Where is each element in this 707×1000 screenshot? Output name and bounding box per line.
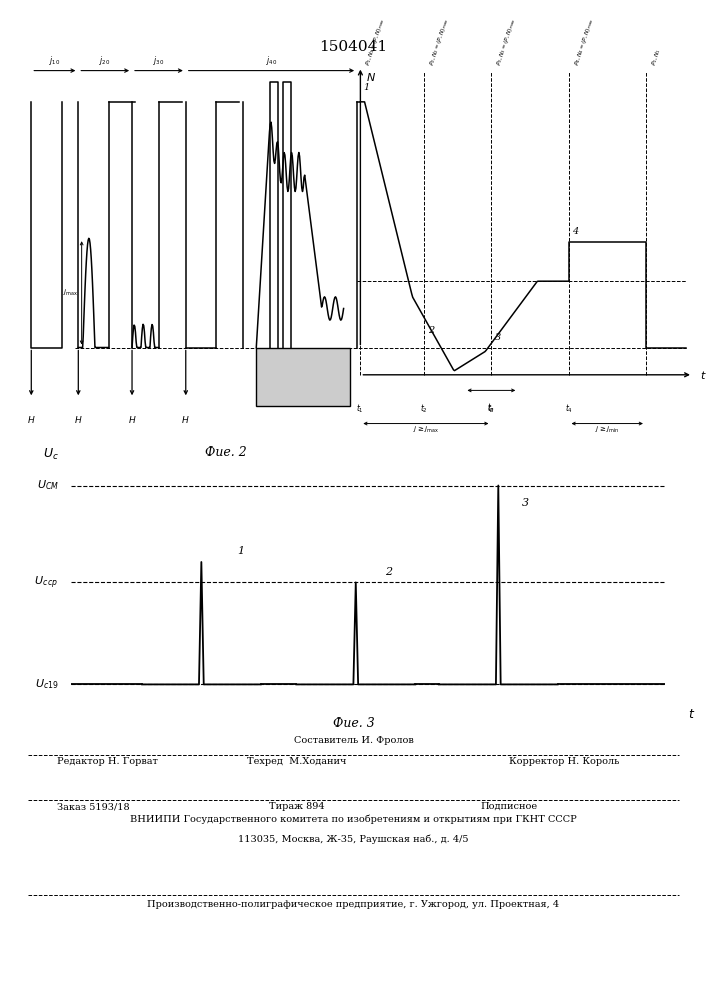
- Text: $P_2,N_2{=}(P,N)_{\rm max}$: $P_2,N_2{=}(P,N)_{\rm max}$: [428, 16, 452, 67]
- Text: $t_3$: $t_3$: [487, 402, 496, 415]
- Text: $P_3,N_3{=}(P,N)_{\rm max}$: $P_3,N_3{=}(P,N)_{\rm max}$: [495, 16, 519, 67]
- Text: $j_{40}$: $j_{40}$: [266, 54, 277, 67]
- Text: $P_4,N_4{=}(P,N)_{\rm max}$: $P_4,N_4{=}(P,N)_{\rm max}$: [572, 16, 596, 67]
- Text: $j{\geq}j_{\rm min}$: $j{\geq}j_{\rm min}$: [595, 424, 619, 435]
- Text: 1: 1: [363, 83, 370, 92]
- Text: 113035, Москва, Ж-35, Раушская наб., д. 4/5: 113035, Москва, Ж-35, Раушская наб., д. …: [238, 835, 469, 844]
- Text: $P_1,N_1{=}(P,N)_{\rm max}$: $P_1,N_1{=}(P,N)_{\rm max}$: [363, 16, 388, 67]
- Text: 2: 2: [428, 326, 434, 335]
- Text: $j_{\rm max}$: $j_{\rm max}$: [63, 288, 78, 298]
- Text: $N$: $N$: [366, 71, 376, 83]
- Text: 3: 3: [522, 498, 529, 508]
- Text: Корректор Н. Король: Корректор Н. Король: [509, 757, 619, 766]
- Text: 1504041: 1504041: [320, 40, 387, 54]
- Text: Подписное: Подписное: [481, 802, 537, 811]
- Text: $j{\geq}j_{\rm max}$: $j{\geq}j_{\rm max}$: [413, 424, 439, 435]
- Text: ВНИИПИ Государственного комитета по изобретениям и открытиям при ГКНТ СССР: ВНИИПИ Государственного комитета по изоб…: [130, 815, 577, 824]
- Text: Производственно-полиграфическое предприятие, г. Ужгород, ул. Проектная, 4: Производственно-полиграфическое предприя…: [148, 900, 559, 909]
- Text: $H$: $H$: [27, 414, 35, 425]
- Text: $j_{10}$: $j_{10}$: [49, 54, 61, 67]
- Text: $t$: $t$: [700, 369, 706, 381]
- Bar: [257, 348, 351, 406]
- Text: 4: 4: [572, 227, 578, 236]
- Text: $t_p$: $t_p$: [487, 402, 496, 415]
- Text: Техред  М.Ходанич: Техред М.Ходанич: [247, 757, 346, 766]
- Text: 1: 1: [237, 546, 244, 556]
- Text: 3: 3: [495, 333, 501, 342]
- Text: $H$: $H$: [74, 414, 83, 425]
- Text: Фие. 3: Фие. 3: [332, 717, 375, 730]
- Text: $U_{c\,cp}$: $U_{c\,cp}$: [35, 574, 59, 591]
- Text: Составитель И. Фролов: Составитель И. Фролов: [293, 736, 414, 745]
- Text: $H$: $H$: [128, 414, 136, 425]
- Text: $U_{CM}$: $U_{CM}$: [37, 479, 59, 492]
- Text: $j_{20}$: $j_{20}$: [100, 54, 111, 67]
- Text: $t_4$: $t_4$: [565, 402, 573, 415]
- Text: Редактор Н. Горват: Редактор Н. Горват: [57, 757, 158, 766]
- Text: $t_1$: $t_1$: [356, 402, 364, 415]
- Text: $j_{30}$: $j_{30}$: [153, 54, 165, 67]
- Text: $t_2$: $t_2$: [420, 402, 428, 415]
- Text: Заказ 5193/18: Заказ 5193/18: [57, 802, 129, 811]
- Text: 2: 2: [385, 567, 392, 577]
- Text: Фие. 2: Фие. 2: [205, 446, 247, 459]
- Text: $U_c$: $U_c$: [43, 447, 59, 462]
- Text: $U_{c19}$: $U_{c19}$: [35, 678, 59, 691]
- Text: $t$: $t$: [689, 708, 696, 722]
- Text: $H$: $H$: [182, 414, 190, 425]
- Text: $P_1,N_1$: $P_1,N_1$: [649, 47, 663, 67]
- Text: Тираж 894: Тираж 894: [269, 802, 325, 811]
